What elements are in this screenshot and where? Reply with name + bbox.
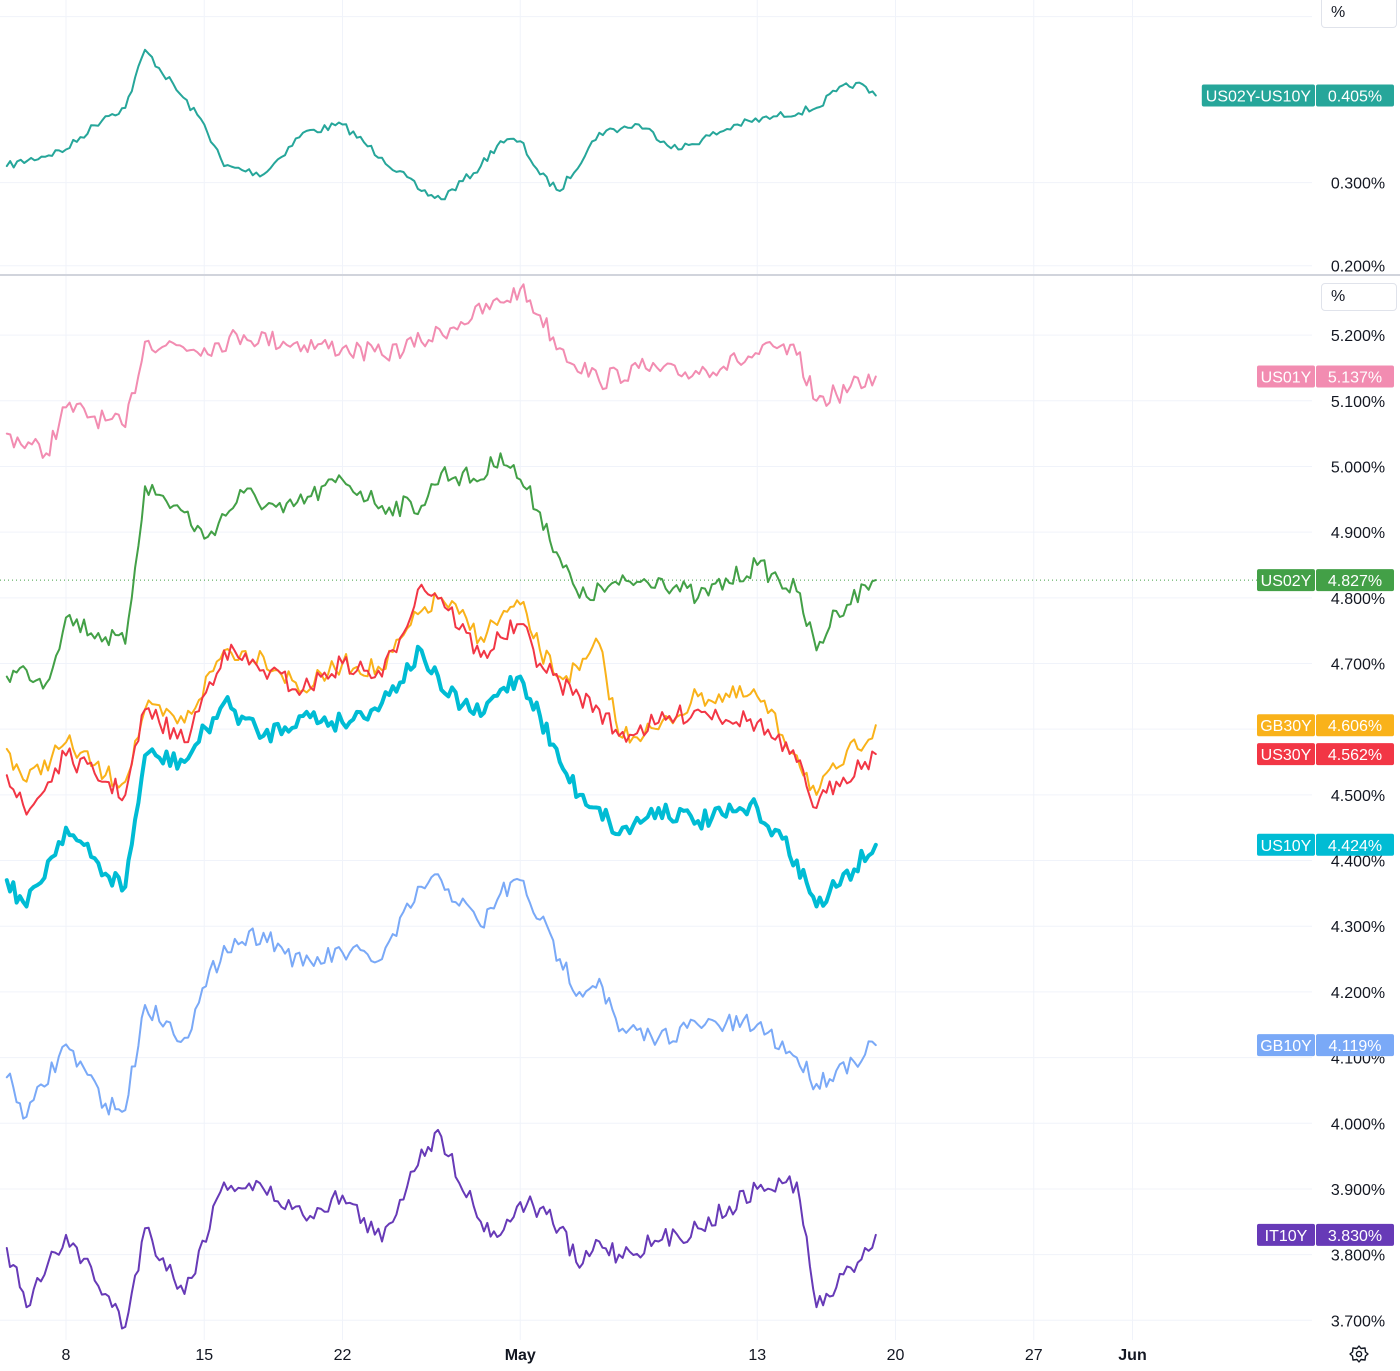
badge-gb10y: GB10Y 4.119%: [1257, 1034, 1394, 1057]
time-axis[interactable]: 8 15 22 May 13 20 27 Jun: [62, 1347, 1147, 1364]
badge-value-us02y: 4.827%: [1328, 573, 1382, 590]
settings-button[interactable]: [1347, 1342, 1371, 1366]
badge-name-bg: [1257, 714, 1315, 737]
price-tick-1-5: 4.700%: [1331, 657, 1385, 674]
badge-value-gb10y: 4.119%: [1328, 1038, 1381, 1055]
price-tick-1-14: 3.800%: [1331, 1248, 1385, 1265]
price-tick-1-8: 4.400%: [1331, 854, 1385, 871]
time-label-13: 13: [748, 1347, 766, 1364]
time-label-8: 8: [62, 1347, 71, 1364]
time-label-27: 27: [1025, 1347, 1043, 1364]
price-tick-1-12: 4.000%: [1331, 1116, 1385, 1133]
badge-name-bg: [1257, 365, 1315, 388]
badge-name-it10y: IT10Y: [1265, 1228, 1308, 1245]
badge-value-bg: [1316, 743, 1394, 766]
badge-name-bg: [1257, 833, 1315, 856]
price-tick-1-15: 3.700%: [1331, 1313, 1385, 1330]
badge-value-us02y-us10y: 0.405%: [1328, 88, 1382, 105]
badge-us10y: US10Y 4.424%: [1257, 833, 1394, 856]
badge-value-gb30y: 4.606%: [1328, 718, 1382, 735]
badge-name-us01y: US01Y: [1261, 369, 1312, 386]
last-value-labels: US02Y-US10Y 0.405% US01Y 5.137% US02Y 4.827% G…: [1201, 84, 1394, 1246]
badge-name-bg: [1201, 84, 1315, 107]
badge-us02y-us10y: US02Y-US10Y 0.405%: [1201, 84, 1394, 107]
badge-name-bg: [1257, 743, 1315, 766]
badge-name-us02y-us10y: US02Y-US10Y: [1206, 88, 1312, 105]
price-tick-1-10: 4.200%: [1331, 985, 1385, 1002]
settings-gear-icon: [1349, 1345, 1369, 1363]
price-tick-1-7: 4.500%: [1331, 788, 1385, 805]
price-tick-1-4: 4.800%: [1331, 591, 1385, 608]
badge-name-us30y: US30Y: [1261, 747, 1312, 764]
price-tick-1-0: 5.200%: [1331, 328, 1385, 345]
badge-value-bg: [1316, 569, 1394, 592]
grid: [0, 0, 1312, 1340]
badge-name-gb30y: GB30Y: [1260, 718, 1312, 735]
series-line-gb10y[interactable]: [5, 873, 877, 1120]
badge-us01y: US01Y 5.137%: [1257, 365, 1394, 388]
badge-name-us10y: US10Y: [1261, 838, 1312, 855]
price-tick-1-2: 5.000%: [1331, 459, 1385, 476]
badge-name-bg: [1257, 569, 1315, 592]
price-tick-1-1: 5.100%: [1331, 394, 1385, 411]
pane1-unit-label[interactable]: %: [1321, 0, 1397, 28]
price-tick-1-3: 4.900%: [1331, 525, 1385, 542]
badge-value-us30y: 4.562%: [1328, 747, 1382, 764]
badge-value-bg: [1316, 833, 1394, 856]
badge-us02y: US02Y 4.827%: [1257, 569, 1394, 592]
badge-value-bg: [1316, 365, 1394, 388]
price-axis[interactable]: 0.500%0.300%0.200%5.200%5.100%5.000%4.90…: [1331, 10, 1385, 1331]
badge-name-bg: [1257, 1034, 1315, 1057]
badge-value-us01y: 5.137%: [1328, 369, 1382, 386]
badge-value-bg: [1316, 714, 1394, 737]
badge-value-it10y: 3.830%: [1328, 1228, 1382, 1245]
price-tick-0-2: 0.200%: [1331, 259, 1385, 276]
series-line-us02y-us10y[interactable]: [5, 48, 877, 201]
series-line-us02y[interactable]: [5, 452, 877, 690]
badge-value-us10y: 4.424%: [1328, 838, 1382, 855]
series-line-us10y[interactable]: [4, 644, 878, 909]
badge-name-us02y: US02Y: [1261, 573, 1312, 590]
series-line-us30y[interactable]: [5, 583, 877, 816]
time-label-22: 22: [334, 1347, 352, 1364]
time-label-15: 15: [195, 1347, 213, 1364]
badge-us30y: US30Y 4.562%: [1257, 743, 1394, 766]
price-tick-1-9: 4.300%: [1331, 919, 1385, 936]
badge-value-bg: [1316, 1034, 1394, 1057]
badge-name-gb10y: GB10Y: [1260, 1038, 1312, 1055]
badge-it10y: IT10Y 3.830%: [1257, 1223, 1394, 1246]
series-line-it10y[interactable]: [5, 1128, 877, 1330]
time-label-may: May: [505, 1347, 536, 1364]
badge-value-bg: [1316, 1223, 1394, 1246]
series-line-gb30y[interactable]: [5, 592, 877, 796]
time-label-20: 20: [887, 1347, 905, 1364]
series-line-us01y[interactable]: [5, 283, 877, 459]
badge-name-bg: [1257, 1223, 1315, 1246]
price-tick-0-1: 0.300%: [1331, 176, 1385, 193]
price-tick-1-13: 3.900%: [1331, 1182, 1385, 1199]
plot-area: [0, 48, 1312, 1330]
pane2-unit-label[interactable]: %: [1321, 283, 1397, 311]
badge-value-bg: [1316, 84, 1394, 107]
time-label-jun: Jun: [1118, 1347, 1146, 1364]
badge-gb30y: GB30Y 4.606%: [1257, 714, 1394, 737]
